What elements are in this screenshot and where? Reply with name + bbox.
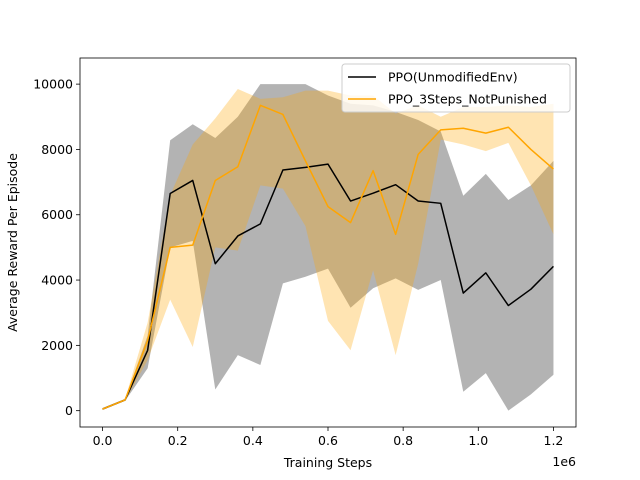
confidence-bands	[102, 84, 554, 411]
y-axis: 0 2000 4000 6000 8000 10000	[33, 77, 80, 418]
x-tick-label: 0.2	[168, 433, 188, 448]
y-tick-label: 6000	[41, 207, 73, 222]
y-tick-label: 8000	[41, 142, 73, 157]
x-axis: 0.0 0.2 0.4 0.6 0.8 1.0 1.2	[93, 427, 564, 448]
y-tick-label: 4000	[41, 273, 73, 288]
legend-box	[341, 63, 571, 113]
line-series-1	[102, 104, 554, 410]
y-tick-label: 2000	[41, 338, 73, 353]
y-tick-label: 10000	[33, 77, 73, 92]
series-lines	[102, 104, 554, 410]
band-series-0	[102, 84, 554, 411]
legend: PPO(UnmodifiedEnv) PPO_3Steps_NotPunishe…	[341, 63, 571, 113]
x-axis-offset-label: 1e6	[552, 454, 576, 469]
x-tick-label: 1.0	[468, 433, 488, 448]
legend-label-ppo-3steps: PPO_3Steps_NotPunished	[388, 92, 547, 107]
x-tick-label: 0.4	[243, 433, 263, 448]
y-tick-label: 0	[65, 403, 73, 418]
band-series-1	[102, 89, 554, 411]
x-tick-label: 0.0	[93, 433, 113, 448]
x-tick-label: 0.6	[318, 433, 338, 448]
x-tick-label: 0.8	[393, 433, 413, 448]
legend-label-ppo-unmodified: PPO(UnmodifiedEnv)	[388, 70, 518, 85]
x-axis-label: Training Steps	[283, 455, 372, 470]
y-axis-label: Average Reward Per Episode	[5, 153, 20, 332]
line-series-0	[102, 163, 554, 410]
x-tick-label: 1.2	[544, 433, 564, 448]
